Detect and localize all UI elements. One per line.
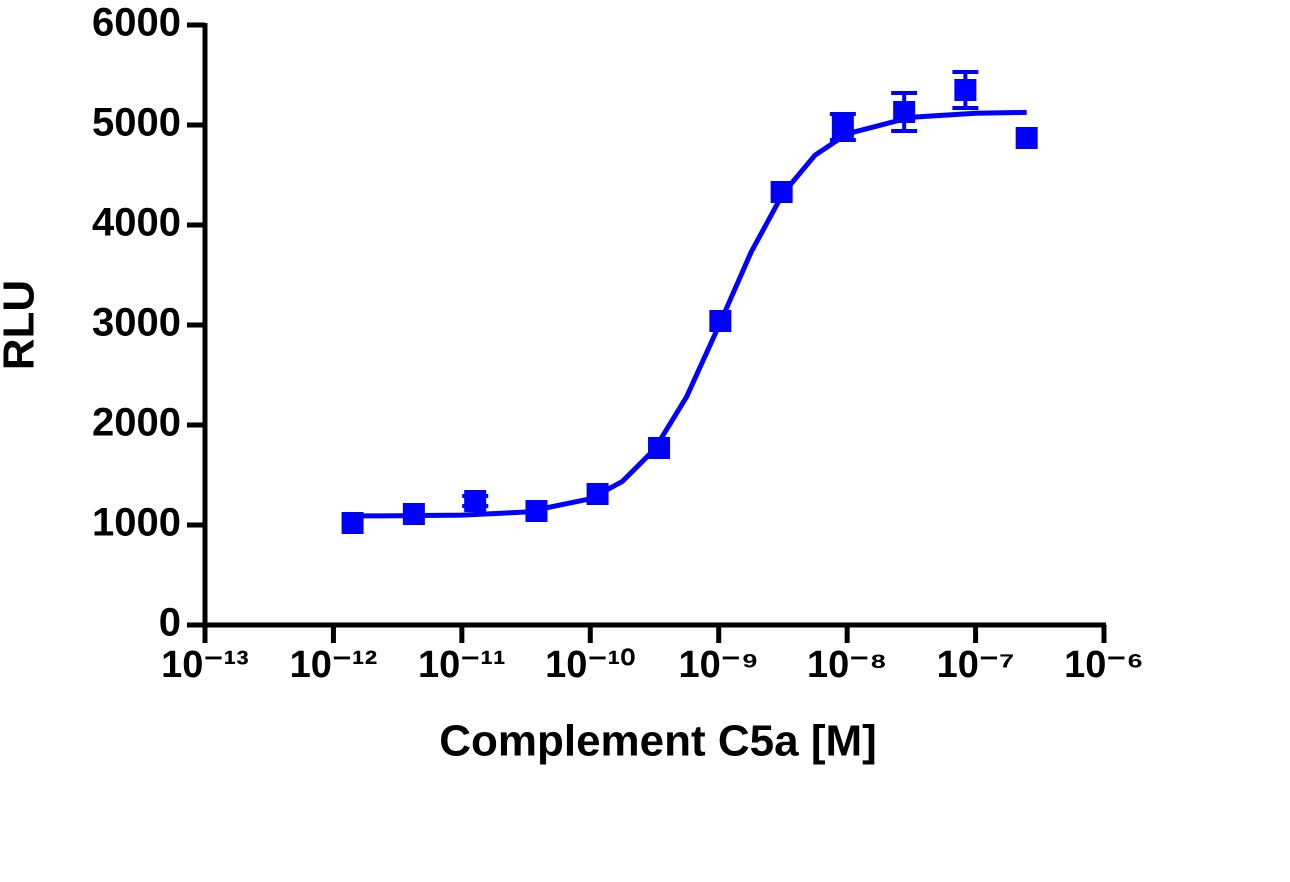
data-point: [1015, 127, 1038, 149]
data-point: [770, 181, 793, 203]
y-axis-label: RLU: [0, 280, 44, 370]
data-point: [402, 503, 425, 525]
y-tick-label: 2000: [92, 401, 181, 445]
x-tick-label: 10⁻¹²: [290, 644, 378, 686]
data-point: [831, 116, 854, 138]
x-tick-label: 10⁻¹¹: [418, 644, 506, 686]
data-point: [648, 437, 671, 459]
x-axis-label: Complement C5a [M]: [439, 717, 877, 766]
x-tick-label: 10⁻⁷: [937, 644, 1015, 686]
data-point: [464, 490, 487, 512]
x-tick-label: 10⁻⁹: [679, 644, 759, 686]
data-point: [525, 500, 548, 522]
data-point: [954, 79, 977, 101]
y-tick-label: 5000: [92, 101, 181, 145]
x-tick-label: 10⁻¹⁰: [545, 644, 635, 686]
data-point: [586, 483, 609, 505]
x-tick-label: 10⁻⁸: [807, 644, 887, 686]
y-tick-label: 3000: [92, 301, 181, 345]
y-tick-label: 4000: [92, 201, 181, 245]
data-point: [709, 310, 732, 332]
x-tick-label: 10⁻⁶: [1064, 644, 1144, 686]
y-tick-label: 6000: [92, 1, 181, 45]
y-tick-label: 1000: [92, 501, 181, 545]
x-tick-label: 10⁻¹³: [161, 644, 249, 686]
fit-curve: [352, 109, 1027, 519]
data-point: [893, 101, 916, 123]
y-tick-label: 0: [159, 601, 181, 645]
data-point: [341, 512, 364, 534]
